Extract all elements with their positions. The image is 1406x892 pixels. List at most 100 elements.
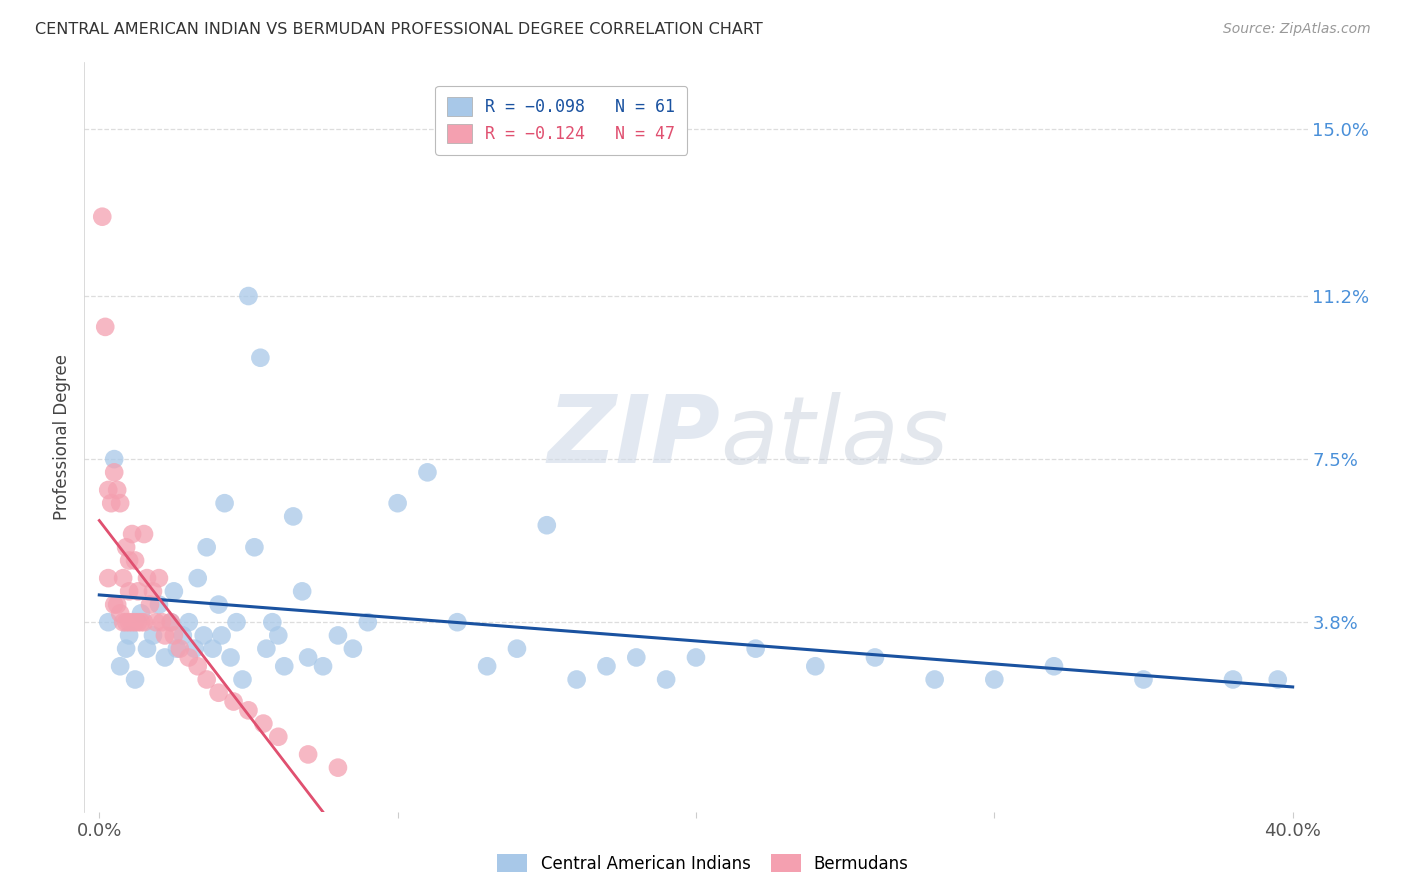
Point xyxy=(387,496,409,510)
Point xyxy=(94,319,117,334)
Point xyxy=(100,496,122,510)
Point xyxy=(108,659,131,673)
Point xyxy=(252,716,274,731)
Point xyxy=(297,650,319,665)
Point xyxy=(108,496,131,510)
Point xyxy=(595,659,617,673)
Point xyxy=(685,650,707,665)
Point xyxy=(924,673,946,687)
Point xyxy=(163,628,186,642)
Point xyxy=(254,641,277,656)
Point xyxy=(193,628,215,642)
Point xyxy=(142,628,165,642)
Point xyxy=(225,615,247,630)
Point xyxy=(983,673,1005,687)
Point xyxy=(91,210,114,224)
Point xyxy=(231,673,253,687)
Point xyxy=(153,628,176,642)
Point xyxy=(262,615,284,630)
Point xyxy=(97,615,120,630)
Point xyxy=(195,673,218,687)
Point xyxy=(121,527,143,541)
Point xyxy=(187,659,209,673)
Point xyxy=(160,615,183,630)
Point xyxy=(97,483,120,497)
Legend: Central American Indians, Bermudans: Central American Indians, Bermudans xyxy=(491,847,915,880)
Point xyxy=(312,659,335,673)
Point xyxy=(804,659,827,673)
Text: CENTRAL AMERICAN INDIAN VS BERMUDAN PROFESSIONAL DEGREE CORRELATION CHART: CENTRAL AMERICAN INDIAN VS BERMUDAN PROF… xyxy=(35,22,763,37)
Point xyxy=(129,607,152,621)
Point xyxy=(124,673,146,687)
Point xyxy=(297,747,319,762)
Point xyxy=(863,650,886,665)
Point xyxy=(267,628,290,642)
Point xyxy=(243,541,266,555)
Point xyxy=(565,673,588,687)
Point xyxy=(201,641,224,656)
Point xyxy=(136,571,159,585)
Point xyxy=(103,452,125,467)
Point xyxy=(136,641,159,656)
Point xyxy=(108,607,131,621)
Point xyxy=(475,659,498,673)
Point xyxy=(187,571,209,585)
Point xyxy=(97,571,120,585)
Point xyxy=(118,615,141,630)
Point xyxy=(342,641,364,656)
Point xyxy=(1267,673,1289,687)
Point xyxy=(326,761,349,775)
Point xyxy=(207,686,229,700)
Point xyxy=(184,641,207,656)
Point xyxy=(1132,673,1154,687)
Point xyxy=(150,615,173,630)
Point xyxy=(103,466,125,480)
Point xyxy=(132,615,155,630)
Text: atlas: atlas xyxy=(720,392,949,483)
Point xyxy=(132,527,155,541)
Point xyxy=(127,584,149,599)
Point xyxy=(103,598,125,612)
Point xyxy=(177,615,200,630)
Point xyxy=(105,598,128,612)
Point xyxy=(219,650,242,665)
Point xyxy=(118,553,141,567)
Point xyxy=(222,694,245,708)
Point xyxy=(112,615,135,630)
Point xyxy=(655,673,678,687)
Point xyxy=(121,615,143,630)
Point xyxy=(166,641,188,656)
Point xyxy=(238,289,260,303)
Point xyxy=(249,351,271,365)
Point xyxy=(118,584,141,599)
Point xyxy=(145,615,167,630)
Point xyxy=(115,615,138,630)
Point xyxy=(139,598,162,612)
Point xyxy=(127,615,149,630)
Point xyxy=(273,659,295,673)
Point xyxy=(267,730,290,744)
Point xyxy=(744,641,766,656)
Point xyxy=(1222,673,1244,687)
Point xyxy=(169,641,191,656)
Point xyxy=(291,584,314,599)
Text: ZIP: ZIP xyxy=(547,391,720,483)
Point xyxy=(115,641,138,656)
Point xyxy=(211,628,233,642)
Point xyxy=(1043,659,1066,673)
Point xyxy=(506,641,529,656)
Point xyxy=(195,541,218,555)
Point xyxy=(124,553,146,567)
Point xyxy=(626,650,648,665)
Point xyxy=(115,541,138,555)
Point xyxy=(207,598,229,612)
Point xyxy=(326,628,349,642)
Point xyxy=(238,703,260,717)
Point xyxy=(416,466,439,480)
Point xyxy=(148,598,170,612)
Point xyxy=(177,650,200,665)
Point xyxy=(118,628,141,642)
Point xyxy=(357,615,380,630)
Point xyxy=(129,615,152,630)
Text: Source: ZipAtlas.com: Source: ZipAtlas.com xyxy=(1223,22,1371,37)
